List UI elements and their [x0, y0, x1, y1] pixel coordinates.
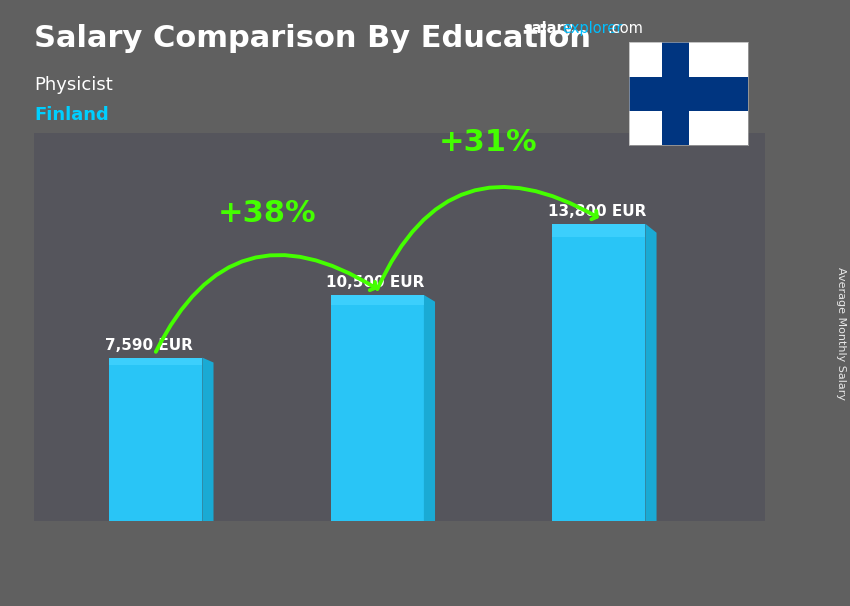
Text: 7,590 EUR: 7,590 EUR: [105, 338, 193, 353]
Bar: [110, 358, 202, 521]
Text: +38%: +38%: [218, 199, 316, 228]
Text: Finland: Finland: [34, 106, 109, 124]
Bar: [331, 295, 424, 305]
Bar: [629, 77, 748, 111]
Bar: [110, 358, 202, 365]
Polygon shape: [424, 295, 435, 521]
Text: 13,800 EUR: 13,800 EUR: [547, 204, 646, 219]
Text: Average Monthly Salary: Average Monthly Salary: [836, 267, 846, 400]
Bar: [331, 295, 424, 521]
Bar: [662, 42, 688, 145]
Bar: [552, 224, 645, 521]
Polygon shape: [645, 224, 656, 521]
Text: .com: .com: [607, 21, 643, 36]
Text: Salary Comparison By Education: Salary Comparison By Education: [34, 24, 591, 53]
Text: Physicist: Physicist: [34, 76, 113, 94]
Polygon shape: [202, 358, 213, 521]
Bar: [552, 224, 645, 237]
Text: explorer: explorer: [562, 21, 622, 36]
Text: +31%: +31%: [439, 128, 537, 157]
Text: 10,500 EUR: 10,500 EUR: [326, 275, 424, 290]
Text: salary: salary: [523, 21, 573, 36]
